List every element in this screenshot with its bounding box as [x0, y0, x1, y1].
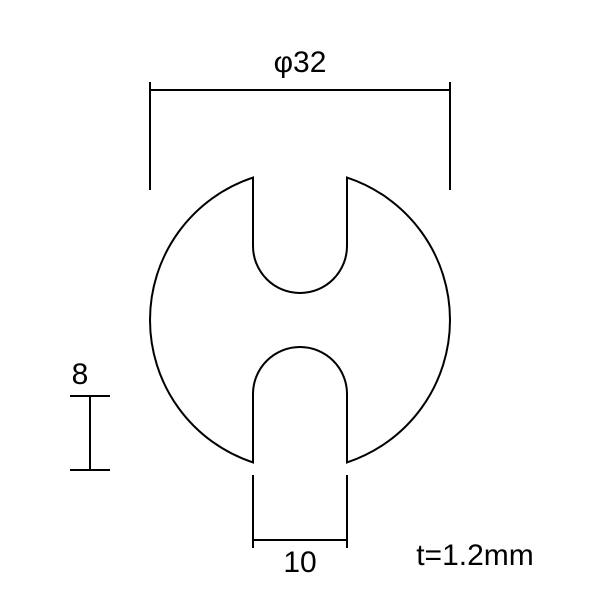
technical-drawing: φ32 8 10 t=1.2mm — [0, 0, 600, 600]
dim-width-10: 10 — [253, 475, 347, 579]
dim-10-label: 10 — [283, 546, 316, 579]
dim-diameter-label: φ32 — [274, 46, 327, 79]
part-outline — [150, 178, 450, 463]
dim-diameter: φ32 — [150, 46, 450, 190]
dim-height-8: 8 — [70, 358, 110, 470]
dim-8-label: 8 — [72, 358, 89, 391]
thickness-note: t=1.2mm — [416, 539, 534, 572]
